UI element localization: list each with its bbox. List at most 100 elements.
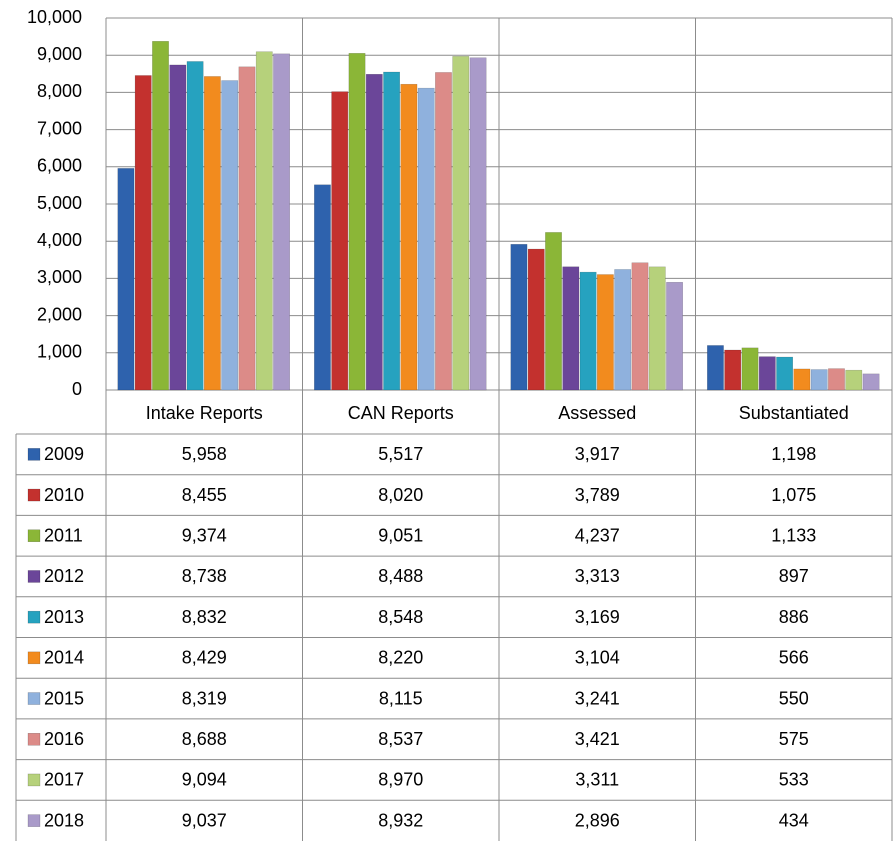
y-tick-label: 6,000 bbox=[37, 156, 82, 176]
value-label: 8,115 bbox=[379, 688, 423, 708]
y-tick-label: 0 bbox=[72, 379, 82, 399]
y-tick-label: 5,000 bbox=[37, 193, 82, 213]
bar bbox=[862, 373, 880, 391]
y-tick-label: 3,000 bbox=[37, 267, 82, 287]
value-label: 8,429 bbox=[182, 648, 227, 668]
bar bbox=[152, 41, 169, 391]
value-label: 550 bbox=[779, 688, 809, 708]
bar bbox=[117, 168, 135, 391]
value-label: 5,517 bbox=[378, 444, 423, 464]
value-label: 8,738 bbox=[182, 566, 227, 586]
x-tick-label: CAN Reports bbox=[348, 403, 454, 423]
value-label: 8,970 bbox=[378, 770, 423, 790]
value-label: 8,220 bbox=[378, 648, 423, 668]
bar bbox=[666, 282, 683, 391]
bar bbox=[707, 345, 724, 391]
y-tick-label: 10,000 bbox=[27, 7, 82, 27]
bar bbox=[383, 71, 401, 391]
value-label: 3,241 bbox=[575, 688, 620, 708]
bar bbox=[631, 262, 649, 391]
value-label: 3,313 bbox=[575, 566, 620, 586]
bar bbox=[597, 274, 614, 391]
bar bbox=[469, 57, 487, 391]
value-label: 1,198 bbox=[771, 444, 816, 464]
x-tick-label: Substantiated bbox=[739, 403, 849, 423]
y-tick-label: 1,000 bbox=[37, 342, 82, 362]
bar bbox=[435, 72, 452, 391]
x-tick-label: Intake Reports bbox=[146, 403, 263, 423]
legend-label: 2018 bbox=[44, 810, 84, 830]
legend-label: 2013 bbox=[44, 607, 84, 627]
bar bbox=[186, 61, 204, 391]
bar bbox=[810, 369, 828, 391]
legend-label: 2011 bbox=[44, 526, 83, 546]
value-label: 575 bbox=[779, 729, 809, 749]
legend-label: 2017 bbox=[44, 770, 84, 790]
value-label: 8,020 bbox=[378, 485, 423, 505]
legend-key bbox=[27, 651, 41, 665]
bar bbox=[510, 244, 528, 391]
bar bbox=[238, 66, 256, 391]
value-label: 3,104 bbox=[575, 648, 620, 668]
value-label: 9,374 bbox=[182, 526, 227, 546]
value-label: 9,094 bbox=[182, 770, 227, 790]
bar bbox=[845, 369, 863, 391]
bar bbox=[134, 75, 152, 391]
bar bbox=[758, 356, 776, 391]
value-label: 8,537 bbox=[378, 729, 423, 749]
bar bbox=[169, 64, 187, 391]
legend-key bbox=[27, 692, 41, 705]
bar bbox=[221, 80, 239, 391]
bar bbox=[562, 266, 580, 391]
value-label: 3,789 bbox=[575, 485, 620, 505]
value-label: 8,319 bbox=[182, 688, 227, 708]
legend-key bbox=[27, 610, 41, 624]
value-label: 8,455 bbox=[182, 485, 227, 505]
legend-key bbox=[27, 529, 41, 542]
value-label: 1,133 bbox=[771, 526, 816, 546]
bar bbox=[314, 184, 331, 391]
bar bbox=[204, 76, 221, 391]
legend-label: 2012 bbox=[44, 566, 84, 586]
y-tick-label: 2,000 bbox=[37, 304, 82, 324]
bar bbox=[331, 91, 349, 391]
legend-label: 2015 bbox=[44, 688, 84, 708]
bar bbox=[579, 271, 597, 391]
legend-key bbox=[27, 814, 41, 827]
value-label: 434 bbox=[779, 810, 809, 830]
legend-label: 2016 bbox=[44, 729, 84, 749]
legend-key bbox=[27, 733, 41, 746]
value-label: 1,075 bbox=[771, 485, 816, 505]
value-label: 886 bbox=[779, 607, 809, 627]
bar bbox=[828, 368, 845, 391]
bar bbox=[417, 87, 435, 391]
legend-label: 2010 bbox=[44, 485, 84, 505]
bar bbox=[545, 232, 562, 391]
bar bbox=[614, 269, 632, 391]
bar bbox=[648, 266, 666, 391]
bar bbox=[527, 248, 545, 391]
bar bbox=[400, 83, 418, 391]
bar bbox=[741, 347, 759, 391]
bar bbox=[776, 356, 794, 391]
value-label: 8,932 bbox=[378, 810, 423, 830]
legend-key bbox=[27, 488, 41, 502]
value-label: 4,237 bbox=[575, 526, 620, 546]
value-label: 9,051 bbox=[378, 526, 423, 546]
legend-key bbox=[27, 570, 41, 583]
value-label: 3,169 bbox=[575, 607, 620, 627]
value-label: 8,488 bbox=[378, 566, 423, 586]
value-label: 3,421 bbox=[575, 729, 620, 749]
value-label: 8,548 bbox=[378, 607, 423, 627]
bar bbox=[793, 368, 811, 391]
legend-label: 2009 bbox=[44, 444, 84, 464]
x-tick-label: Assessed bbox=[558, 403, 636, 423]
bar bbox=[348, 53, 366, 391]
y-tick-label: 8,000 bbox=[37, 81, 82, 101]
y-tick-label: 7,000 bbox=[37, 118, 82, 138]
value-label: 9,037 bbox=[182, 810, 227, 830]
value-label: 8,832 bbox=[182, 607, 227, 627]
y-tick-label: 9,000 bbox=[37, 44, 82, 64]
bar bbox=[273, 53, 290, 391]
